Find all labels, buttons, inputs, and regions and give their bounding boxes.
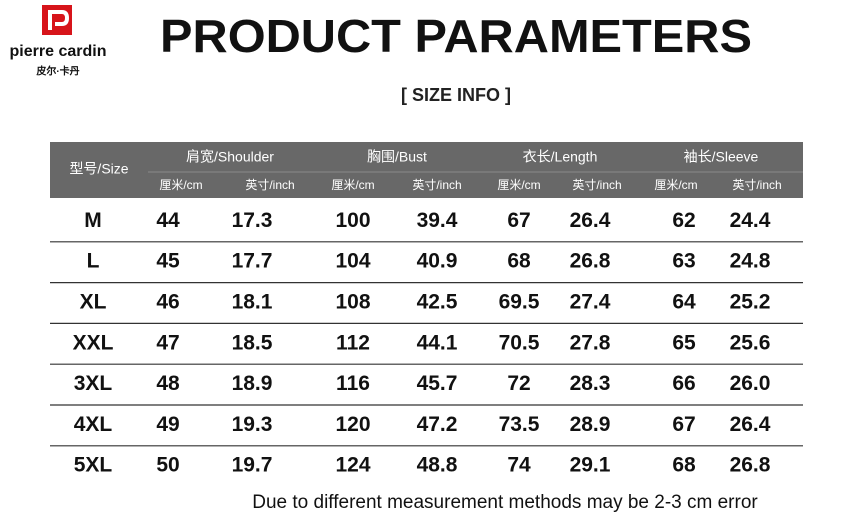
value-cell: 29.1 xyxy=(570,454,611,477)
group-header: 袖长/Sleeve xyxy=(684,149,759,165)
value-cell: 69.5 xyxy=(499,291,540,314)
value-cell: 28.9 xyxy=(570,413,611,436)
size-cell: 5XL xyxy=(74,454,113,477)
value-cell: 72 xyxy=(507,372,530,395)
logo-p xyxy=(48,10,70,30)
value-cell: 120 xyxy=(335,413,370,436)
value-cell: 26.4 xyxy=(730,413,771,436)
value-cell: 112 xyxy=(336,331,370,354)
value-cell: 26.0 xyxy=(730,372,771,395)
value-cell: 73.5 xyxy=(499,413,540,436)
value-cell: 25.6 xyxy=(730,331,771,354)
value-cell: 40.9 xyxy=(417,250,458,273)
value-cell: 49 xyxy=(156,413,179,436)
subtitle: [ SIZE INFO ] xyxy=(401,85,511,105)
size-cell: L xyxy=(87,250,100,273)
value-cell: 64 xyxy=(672,291,696,314)
size-cell: M xyxy=(84,209,102,232)
value-cell: 68 xyxy=(672,454,696,477)
value-cell: 27.8 xyxy=(570,331,611,354)
value-cell: 44.1 xyxy=(417,331,458,354)
unit-header: 英寸/inch xyxy=(572,178,621,192)
brand-chinese: 皮尔·卡丹 xyxy=(35,65,79,78)
brand-name: pierre cardin xyxy=(10,43,107,60)
value-cell: 17.7 xyxy=(232,250,273,273)
value-cell: 18.1 xyxy=(232,291,273,314)
value-cell: 28.3 xyxy=(570,372,611,395)
value-cell: 26.4 xyxy=(570,209,611,232)
value-cell: 108 xyxy=(335,291,370,314)
value-cell: 39.4 xyxy=(417,209,458,232)
table-header xyxy=(50,142,803,198)
value-cell: 104 xyxy=(335,250,370,273)
logo: pierre cardin 皮尔·卡丹 xyxy=(10,5,107,78)
unit-header: 厘米/cm xyxy=(331,178,374,192)
unit-header: 厘米/cm xyxy=(654,178,697,192)
value-cell: 48 xyxy=(156,372,180,395)
value-cell: 25.2 xyxy=(730,291,771,314)
value-cell: 27.4 xyxy=(570,291,611,314)
value-cell: 46 xyxy=(156,291,179,314)
value-cell: 65 xyxy=(672,331,696,354)
value-cell: 68 xyxy=(507,250,531,273)
value-cell: 45 xyxy=(156,250,180,273)
value-cell: 24.8 xyxy=(730,250,771,273)
value-cell: 67 xyxy=(672,413,695,436)
unit-header: 英寸/inch xyxy=(732,178,781,192)
value-cell: 50 xyxy=(156,454,179,477)
unit-header: 英寸/inch xyxy=(245,178,294,192)
value-cell: 45.7 xyxy=(417,372,458,395)
note: Due to different measurement methods may… xyxy=(252,492,758,513)
value-cell: 19.7 xyxy=(232,454,273,477)
unit-header: 厘米/cm xyxy=(159,178,202,192)
value-cell: 44 xyxy=(156,209,180,232)
size-cell: 3XL xyxy=(74,372,113,395)
size-cell: 4XL xyxy=(74,413,113,436)
group-header: 胸围/Bust xyxy=(367,149,427,165)
value-cell: 48.8 xyxy=(417,454,458,477)
size-header: 型号/Size xyxy=(69,161,128,177)
value-cell: 26.8 xyxy=(730,454,771,477)
value-cell: 47.2 xyxy=(417,413,458,436)
group-header: 衣长/Length xyxy=(523,149,598,165)
value-cell: 62 xyxy=(672,209,695,232)
page-title: PRODUCT PARAMETERS xyxy=(160,10,752,62)
size-cell: XXL xyxy=(73,331,114,354)
value-cell: 47 xyxy=(156,331,179,354)
value-cell: 100 xyxy=(335,209,370,232)
value-cell: 26.8 xyxy=(570,250,611,273)
unit-header: 厘米/cm xyxy=(497,178,540,192)
group-header: 肩宽/Shoulder xyxy=(186,149,274,165)
value-cell: 66 xyxy=(672,372,695,395)
value-cell: 70.5 xyxy=(499,331,540,354)
value-cell: 74 xyxy=(507,454,531,477)
size-cell: XL xyxy=(80,291,107,314)
unit-header: 英寸/inch xyxy=(412,178,461,192)
value-cell: 18.9 xyxy=(232,372,273,395)
value-cell: 42.5 xyxy=(417,291,458,314)
value-cell: 67 xyxy=(507,209,530,232)
value-cell: 116 xyxy=(336,372,370,395)
value-cell: 17.3 xyxy=(232,209,273,232)
value-cell: 19.3 xyxy=(232,413,273,436)
value-cell: 18.5 xyxy=(232,331,273,354)
value-cell: 124 xyxy=(335,454,370,477)
value-cell: 63 xyxy=(672,250,695,273)
value-cell: 24.4 xyxy=(730,209,771,232)
